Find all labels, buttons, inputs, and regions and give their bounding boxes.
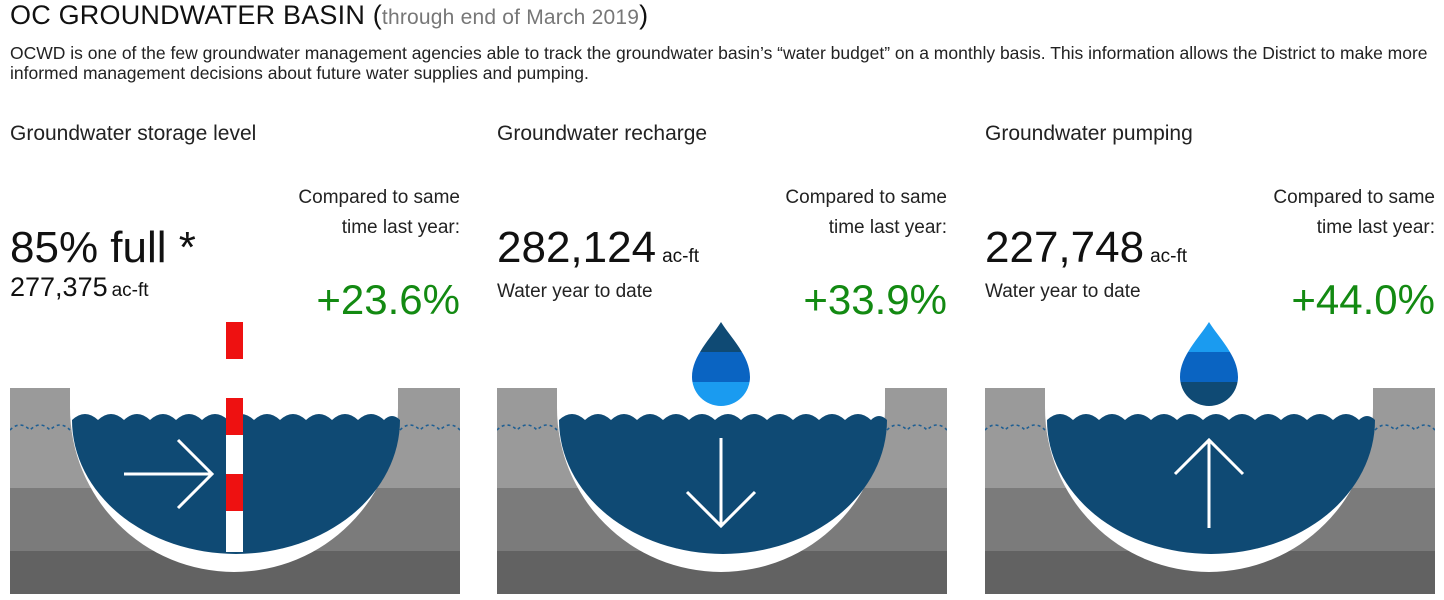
arrow-right-icon — [124, 438, 215, 510]
title-paren-close: ) — [639, 0, 649, 30]
storage-volume-unit: ac-ft — [111, 280, 149, 301]
arrow-down-icon — [685, 438, 757, 529]
storage-panel: Groundwater storage level 85% full * 277… — [10, 0, 460, 600]
panel-label: Groundwater storage level — [10, 122, 257, 145]
storage-percent-value: 85% full * — [10, 223, 196, 272]
recharge-total: 282,124 ac-ft — [497, 222, 699, 283]
recharge-total-unit: ac-ft — [662, 246, 700, 267]
storage-percent: 85% full * — [10, 222, 196, 274]
panel-label: Groundwater pumping — [985, 122, 1193, 145]
change-percent: +33.9% — [803, 276, 947, 323]
pumping-basin-graphic — [985, 322, 1435, 594]
panel-label: Groundwater recharge — [497, 122, 708, 145]
compare-label: Compared to same time last year: — [298, 187, 460, 238]
change-percent: +44.0% — [1291, 276, 1435, 323]
pumping-total-value: 227,748 — [985, 223, 1145, 272]
storage-volume: 277,375 ac-ft — [10, 272, 149, 303]
change-percent: +23.6% — [316, 276, 460, 323]
compare-label: Compared to same time last year: — [1273, 187, 1435, 238]
pumping-total-unit: ac-ft — [1150, 246, 1188, 267]
page-title: OC GROUNDWATER BASIN (through end of Mar… — [10, 0, 648, 31]
pumping-note: Water year to date — [985, 281, 1141, 302]
recharge-total-value: 282,124 — [497, 223, 657, 272]
title-subtitle: through end of March 2019 — [381, 6, 640, 29]
title-paren-open: ( — [372, 0, 382, 30]
storage-volume-value: 277,375 — [10, 272, 108, 302]
recharge-panel: Groundwater recharge 282,124 ac-ft Water … — [497, 0, 947, 600]
gauge-pole — [226, 320, 243, 552]
recharge-basin-graphic — [497, 322, 947, 594]
title-main: OC GROUNDWATER BASIN — [10, 0, 366, 30]
intro-paragraph: OCWD is one of the few groundwater manag… — [10, 43, 1428, 83]
pumping-total: 227,748 ac-ft — [985, 222, 1187, 283]
arrow-up-icon — [1173, 437, 1245, 528]
storage-basin-graphic — [10, 320, 460, 594]
recharge-note: Water year to date — [497, 281, 653, 302]
pumping-panel: Groundwater pumping 227,748 ac-ft Water y… — [985, 0, 1435, 600]
compare-label: Compared to same time last year: — [785, 187, 947, 238]
